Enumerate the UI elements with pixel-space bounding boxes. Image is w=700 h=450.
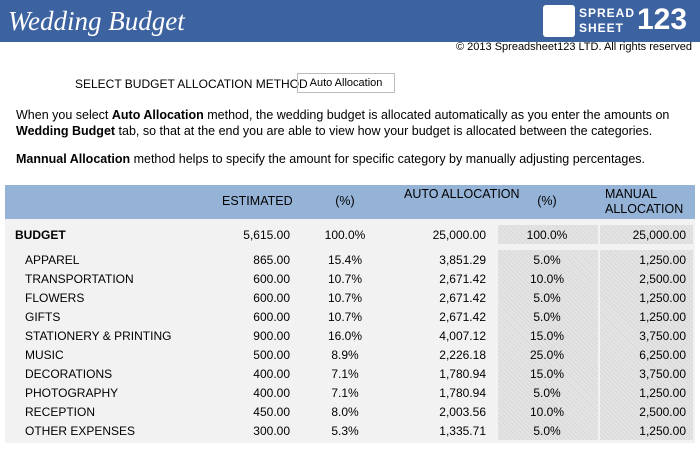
cell: 7.1% <box>331 367 359 381</box>
row-label: BUDGET <box>15 228 66 242</box>
cell: 2,671.42 <box>439 272 486 286</box>
cell: 2,226.18 <box>439 348 486 362</box>
row-label: OTHER EXPENSES <box>25 424 136 438</box>
cell: 3,851.29 <box>439 253 486 267</box>
paragraph: When you select Auto Allocation method, … <box>16 107 696 139</box>
cell: 10.7% <box>327 272 363 286</box>
cell: 1,250.00 <box>639 310 686 324</box>
cell: 7.1% <box>331 386 359 400</box>
cell: 450.00 <box>253 405 290 419</box>
cell: 100.0% <box>526 228 568 242</box>
cell: 5,615.00 <box>243 228 290 242</box>
cell: 865.00 <box>253 253 290 267</box>
text-run: When you select <box>16 108 112 122</box>
cell: 1,250.00 <box>639 291 686 305</box>
cell: 10.0% <box>529 405 565 419</box>
cell: 300.00 <box>253 424 290 438</box>
cell: 1,250.00 <box>639 386 686 400</box>
selector-label: SELECT BUDGET ALLOCATION METHOD <box>75 77 308 91</box>
cell: 400.00 <box>253 367 290 381</box>
cell: 4,007.12 <box>439 329 486 343</box>
cell: 2,500.00 <box>639 272 686 286</box>
logo-number: 123 <box>637 3 688 36</box>
cell: 25,000.00 <box>432 228 486 242</box>
cell: 3,750.00 <box>639 329 686 343</box>
cell: 600.00 <box>253 310 290 324</box>
cell: 1,335.71 <box>439 424 486 438</box>
row-label: DECORATIONS <box>25 367 113 381</box>
shaded-column <box>498 225 598 244</box>
row-label: FLOWERS <box>25 291 85 305</box>
row-label: GIFTS <box>25 310 61 324</box>
cell: 10.0% <box>529 272 565 286</box>
cell: 500.00 <box>253 348 290 362</box>
text-run: Mannual Allocation <box>16 152 131 166</box>
logo-mark <box>543 5 575 37</box>
column-header: (%) <box>537 194 557 208</box>
cell: 1,250.00 <box>639 253 686 267</box>
cell: 5.0% <box>533 310 561 324</box>
row-label: APPAREL <box>25 253 80 267</box>
table-header <box>5 185 695 219</box>
cell: 5.0% <box>533 253 561 267</box>
shaded-column <box>600 225 693 244</box>
text-run: method, the wedding budget is allocated … <box>203 108 670 122</box>
shaded-column <box>600 250 693 440</box>
cell: 5.0% <box>533 291 561 305</box>
cell: 900.00 <box>253 329 290 343</box>
cell: 10.7% <box>327 291 363 305</box>
cell: 5.0% <box>533 424 561 438</box>
cell: 15.0% <box>529 329 565 343</box>
cell: 15.4% <box>327 253 363 267</box>
row-label: RECEPTION <box>25 405 96 419</box>
column-header: MANUAL ALLOCATION <box>605 187 684 216</box>
text-run: Auto Allocation <box>111 108 204 122</box>
cell: 1,250.00 <box>639 424 686 438</box>
column-header: (%) <box>335 194 355 208</box>
cell: 2,003.56 <box>439 405 486 419</box>
header-bar <box>0 0 700 42</box>
logo-text: SPREAD <box>579 6 636 20</box>
cell: 3,750.00 <box>639 367 686 381</box>
row-label: STATIONERY & PRINTING <box>25 329 172 343</box>
cell: 2,671.42 <box>439 310 486 324</box>
logo: SPREAD SHEET 123 <box>543 3 693 37</box>
cell: 8.0% <box>331 405 359 419</box>
cell: 600.00 <box>253 272 290 286</box>
column-header: AUTO ALLOCATION <box>404 187 520 201</box>
cell: 25,000.00 <box>632 228 686 242</box>
dropdown[interactable]: Auto Allocation <box>297 73 395 93</box>
shaded-column <box>498 250 598 440</box>
cell: 16.0% <box>327 329 363 343</box>
cell: 400.00 <box>253 386 290 400</box>
title: Wedding Budget <box>8 6 185 36</box>
cell: 600.00 <box>253 291 290 305</box>
paragraph: Mannual Allocation method helps to speci… <box>16 151 696 167</box>
cell: 1,780.94 <box>439 386 486 400</box>
cell: 2,671.42 <box>439 291 486 305</box>
text-run: method helps to specify the amount for s… <box>130 152 645 166</box>
cell: 6,250.00 <box>639 348 686 362</box>
column-header: ESTIMATED <box>222 194 293 208</box>
cell: 25.0% <box>529 348 565 362</box>
cell: 15.0% <box>529 367 565 381</box>
row-label: MUSIC <box>25 348 64 362</box>
text-run: tab, so that at the end you are able to … <box>115 124 653 138</box>
logo-text: SHEET <box>579 21 625 35</box>
cell: 8.9% <box>331 348 359 362</box>
cell: 5.0% <box>533 386 561 400</box>
copyright: © 2013 Spreadsheet123 LTD. All rights re… <box>456 41 692 53</box>
cell: 100.0% <box>324 228 366 242</box>
cell: 10.7% <box>327 310 363 324</box>
cell: 2,500.00 <box>639 405 686 419</box>
row-label: TRANSPORTATION <box>25 272 134 286</box>
text-run: Wedding Budget <box>16 124 116 138</box>
cell: 1,780.94 <box>439 367 486 381</box>
row-label: PHOTOGRAPHY <box>25 386 119 400</box>
cell: 5.3% <box>331 424 359 438</box>
